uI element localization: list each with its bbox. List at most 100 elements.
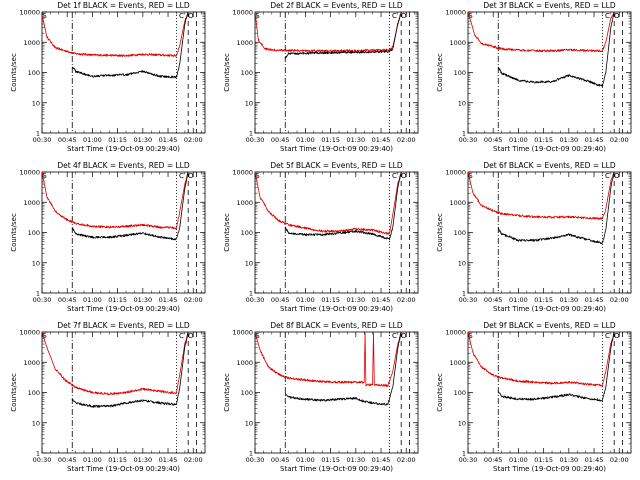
x-tick-label: 01:15 [321, 456, 340, 464]
x-tick-label: 01:00 [83, 456, 102, 464]
y-tick-label: 10000 [232, 329, 253, 337]
y-tick-label: 10 [458, 259, 466, 267]
x-tick-label: 00:45 [271, 136, 290, 144]
detector-panel: Det 9f BLACK = Events, RED = LLD 1 10 100 10… [426, 320, 639, 480]
events-series-line [497, 171, 615, 245]
x-tick-label: 01:15 [534, 296, 553, 304]
x-tick-label: 00:30 [459, 296, 478, 304]
detector-chart-svg: Det 6f BLACK = Events, RED = LLD 1 10 100 10… [436, 161, 632, 313]
event-marker-label: O [401, 172, 407, 180]
y-tick-label: 10 [32, 259, 40, 267]
event-marker-label: O [401, 12, 407, 20]
events-series-line [284, 171, 402, 241]
y-tick-label: 1 [462, 450, 466, 458]
y-tick-label: 1000 [23, 199, 40, 207]
lld-series-line [254, 331, 402, 387]
x-tick-label: 00:30 [246, 136, 265, 144]
x-tick-label: 01:45 [372, 136, 391, 144]
y-tick-label: 10000 [232, 169, 253, 177]
detector-panel: Det 5f BLACK = Events, RED = LLD 1 10 100 10… [213, 160, 426, 320]
event-marker-label: S [42, 332, 47, 340]
y-tick-label: 100 [28, 69, 40, 77]
y-tick-label: 1 [249, 290, 253, 298]
lld-series-line [41, 11, 189, 58]
events-series-line [497, 331, 615, 402]
x-tick-label: 01:00 [83, 136, 102, 144]
x-tick-label: 01:30 [559, 456, 578, 464]
y-tick-label: 10 [245, 419, 253, 427]
y-tick-label: 100 [241, 229, 253, 237]
detector-chart-svg: Det 5f BLACK = Events, RED = LLD 1 10 100 10… [223, 161, 419, 313]
x-tick-label: 02:00 [610, 296, 629, 304]
x-tick-label: 00:30 [459, 136, 478, 144]
x-tick-label: 01:00 [509, 136, 528, 144]
chart-title: Det 1f BLACK = Events, RED = LLD [57, 1, 190, 10]
x-tick-label: 01:45 [585, 136, 604, 144]
chart-title: Det 2f BLACK = Events, RED = LLD [270, 1, 403, 10]
detector-chart-svg: Det 2f BLACK = Events, RED = LLD 1 10 100 10… [223, 1, 419, 153]
event-marker-label: C [179, 12, 184, 20]
x-tick-label: 00:45 [58, 136, 77, 144]
y-tick-label: 1 [36, 450, 40, 458]
x-tick-label: 02:00 [610, 136, 629, 144]
y-tick-label: 10000 [19, 169, 40, 177]
x-tick-label: 02:00 [610, 456, 629, 464]
event-marker-label: C [392, 12, 397, 20]
events-series-line [72, 11, 189, 79]
x-tick-label: 00:45 [58, 456, 77, 464]
event-marker-label: S [468, 12, 473, 20]
x-tick-label: 02:00 [184, 456, 203, 464]
events-series-line [284, 11, 402, 59]
lld-series-line [467, 331, 615, 387]
event-marker-label: O [401, 332, 407, 340]
x-tick-label: 01:30 [133, 456, 152, 464]
plot-frame [254, 171, 419, 294]
y-tick-label: 10000 [19, 9, 40, 17]
event-marker-label: S [255, 172, 260, 180]
events-series-line [72, 171, 189, 241]
plot-frame [467, 331, 632, 454]
y-tick-label: 1000 [449, 359, 466, 367]
x-tick-label: 00:45 [484, 296, 503, 304]
x-tick-label: 00:30 [246, 456, 265, 464]
x-tick-label: 00:45 [484, 456, 503, 464]
y-tick-label: 10 [458, 419, 466, 427]
x-tick-label: 01:45 [372, 296, 391, 304]
x-tick-label: 01:45 [585, 296, 604, 304]
x-axis-label: Start Time (19-Oct-09 00:29:40) [67, 145, 180, 153]
y-tick-label: 100 [454, 389, 466, 397]
y-tick-label: 1 [36, 290, 40, 298]
x-tick-label: 01:30 [133, 296, 152, 304]
y-tick-label: 10 [245, 259, 253, 267]
x-tick-label: 02:00 [397, 136, 416, 144]
event-marker-label: S [255, 332, 260, 340]
event-marker-label: C [392, 172, 397, 180]
x-axis-label: Start Time (19-Oct-09 00:29:40) [493, 465, 606, 473]
x-tick-label: 01:15 [534, 136, 553, 144]
x-axis-label: Start Time (19-Oct-09 00:29:40) [280, 465, 393, 473]
x-axis-label: Start Time (19-Oct-09 00:29:40) [493, 145, 606, 153]
x-tick-label: 01:45 [159, 136, 178, 144]
x-tick-label: 01:00 [83, 296, 102, 304]
y-axis-label: Counts/sec [10, 53, 18, 92]
event-marker-label: O [614, 172, 620, 180]
x-tick-label: 01:15 [321, 296, 340, 304]
x-tick-label: 01:45 [159, 296, 178, 304]
x-tick-label: 01:00 [509, 456, 528, 464]
x-tick-label: 00:30 [33, 136, 52, 144]
y-tick-label: 10 [458, 99, 466, 107]
plot-frame [467, 11, 632, 134]
x-tick-label: 01:15 [534, 456, 553, 464]
y-axis-label: Counts/sec [223, 53, 231, 92]
chart-title: Det 6f BLACK = Events, RED = LLD [483, 161, 616, 170]
x-axis-label: Start Time (19-Oct-09 00:29:40) [67, 305, 180, 313]
y-tick-label: 1 [249, 130, 253, 138]
x-tick-label: 00:30 [33, 456, 52, 464]
y-axis-label: Counts/sec [223, 213, 231, 252]
detector-panel: Det 7f BLACK = Events, RED = LLD 1 10 100 10… [0, 320, 213, 480]
y-tick-label: 1000 [236, 199, 253, 207]
y-tick-label: 100 [28, 229, 40, 237]
y-axis-label: Counts/sec [10, 373, 18, 412]
y-tick-label: 100 [454, 69, 466, 77]
